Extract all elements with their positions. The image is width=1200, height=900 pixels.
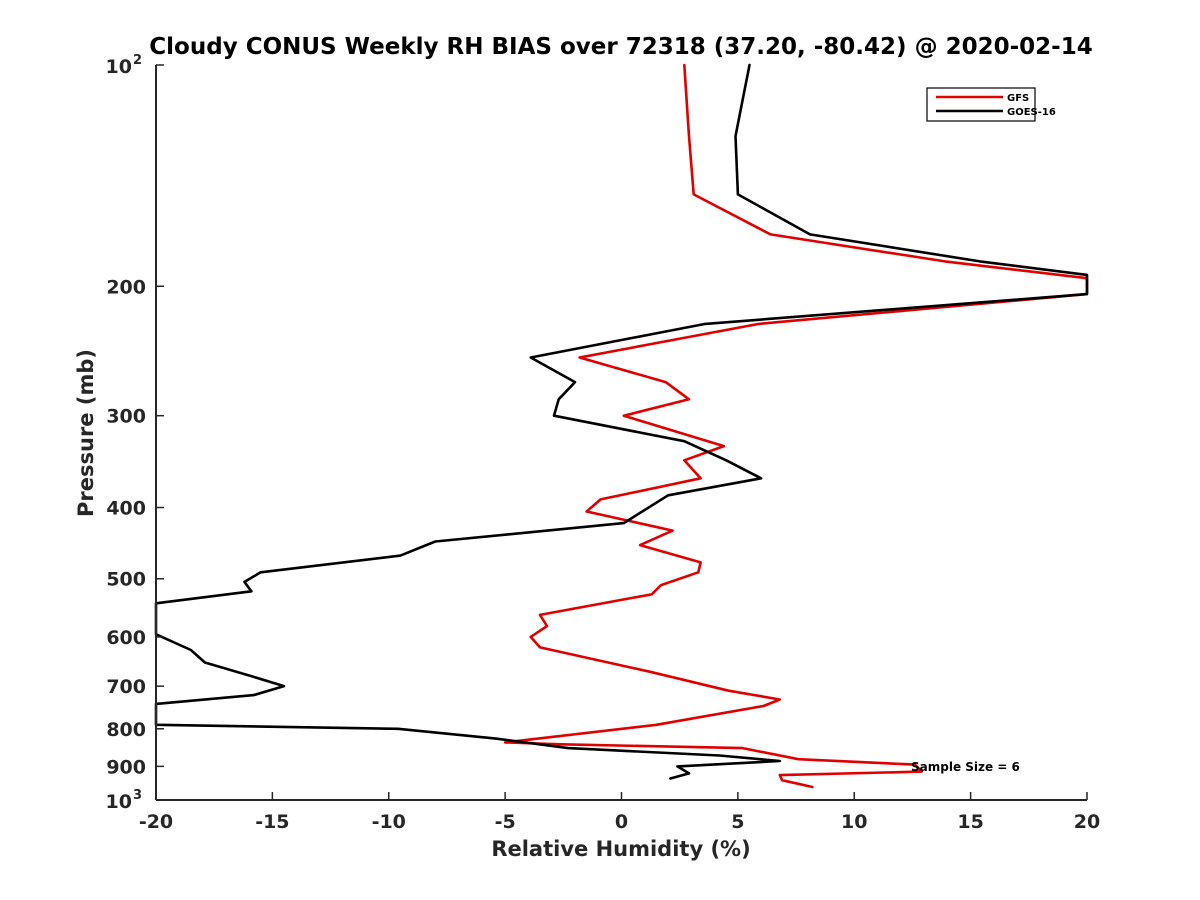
x-tick-label: -15	[255, 811, 289, 833]
x-tick-label: 20	[1074, 811, 1100, 833]
y-tick-label: 300	[106, 406, 146, 428]
series-line-goes16	[154, 63, 1089, 780]
x-tick-label: 10	[841, 811, 867, 833]
x-axis-label: Relative Humidity (%)	[491, 837, 750, 861]
y-tick-label: 400	[106, 498, 146, 520]
chart-title: Cloudy CONUS Weekly RH BIAS over 72318 (…	[149, 34, 1092, 60]
series-line-gfs	[503, 63, 1089, 789]
y-tick-label: 10	[106, 56, 132, 78]
legend-box	[926, 87, 1036, 122]
y-tick-label: 500	[106, 569, 146, 591]
legend-label-gfs: GFS	[1007, 93, 1029, 104]
y-tick-exponent: 3	[133, 788, 142, 803]
sample-size-annotation: Sample Size = 6	[911, 760, 1020, 774]
legend: GFS GOES-16	[926, 87, 1056, 122]
x-tick-label: -5	[495, 811, 516, 833]
y-tick-label: 10	[106, 791, 132, 813]
y-tick-label: 900	[106, 756, 146, 778]
x-tick-label: 15	[957, 811, 983, 833]
x-tick-label: -10	[372, 811, 406, 833]
y-tick-label: 800	[106, 719, 146, 741]
x-tick-label: 0	[615, 811, 628, 833]
y-tick-label: 700	[106, 676, 146, 698]
legend-label-goes16: GOES-16	[1007, 107, 1056, 118]
y-tick-label: 600	[106, 627, 146, 649]
y-axis-label: Pressure (mb)	[74, 349, 98, 517]
y-tick-exponent: 2	[133, 53, 142, 68]
y-tick-label: 200	[106, 276, 146, 298]
x-tick-label: -20	[139, 811, 173, 833]
x-ticks: -20 -15 -10 -5 0 5 10 15 20	[139, 792, 1100, 833]
series-layer	[154, 63, 1089, 789]
x-tick-label: 5	[731, 811, 744, 833]
